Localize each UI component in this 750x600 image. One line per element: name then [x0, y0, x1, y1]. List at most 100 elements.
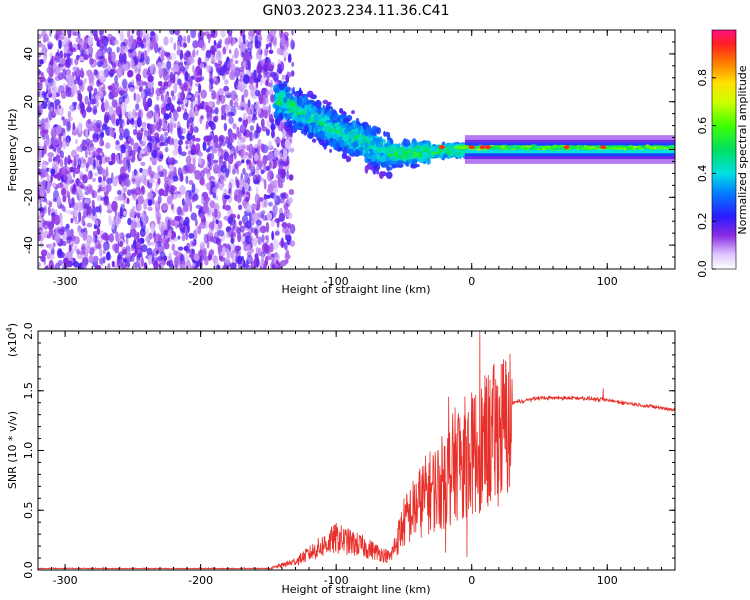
- heat-cell: [171, 243, 176, 252]
- heat-cell: [290, 39, 296, 50]
- heat-cell: [174, 215, 182, 221]
- heat-cell: [364, 142, 369, 149]
- heat-cell: [385, 171, 393, 179]
- heat-cell: [258, 93, 264, 105]
- heat-cell: [275, 205, 278, 215]
- x-tick-label: 0: [468, 275, 475, 288]
- heat-cell: [133, 128, 138, 136]
- heat-cell: [61, 116, 64, 121]
- heat-cell: [223, 122, 228, 132]
- heat-cell: [219, 94, 226, 104]
- heat-cell: [76, 248, 80, 255]
- heat-cell: [268, 161, 272, 169]
- heat-cell: [657, 145, 663, 149]
- heat-cell: [88, 149, 91, 156]
- heat-cell: [189, 57, 195, 64]
- heat-cell: [160, 93, 164, 102]
- heat-cell: [243, 74, 250, 85]
- heat-cell: [176, 121, 181, 129]
- heat-cell: [40, 255, 46, 262]
- heat-cell: [101, 140, 105, 147]
- heat-cell: [78, 181, 85, 187]
- heat-cell: [159, 141, 166, 147]
- heat-cell: [38, 149, 42, 161]
- heat-cell: [52, 147, 57, 152]
- heat-cell: [94, 264, 102, 269]
- heat-cell: [283, 149, 288, 159]
- heat-cell: [199, 212, 205, 219]
- heat-cell: [187, 88, 191, 95]
- heat-cell: [229, 262, 237, 269]
- heat-cell: [96, 147, 103, 154]
- heat-cell: [102, 176, 106, 182]
- heat-cell: [276, 88, 280, 94]
- heat-cell: [623, 148, 627, 151]
- heat-cell: [199, 63, 205, 68]
- heat-cell: [263, 193, 267, 200]
- heat-cell: [265, 90, 270, 95]
- heat-cell: [587, 145, 597, 149]
- heat-cell: [56, 172, 62, 181]
- heat-cell: [362, 149, 366, 154]
- heat-cell: [100, 234, 108, 240]
- heat-cell: [73, 104, 77, 110]
- heat-cell: [271, 230, 274, 241]
- heat-cell: [123, 59, 127, 65]
- heat-cell: [123, 63, 129, 72]
- heat-cell: [248, 145, 256, 156]
- heat-cell: [82, 139, 89, 151]
- heat-cell: [283, 56, 287, 62]
- heat-cell: [52, 182, 57, 188]
- heat-cell: [135, 93, 141, 104]
- heat-cell: [89, 146, 97, 152]
- heat-cell: [250, 104, 254, 112]
- heat-cell: [264, 46, 269, 56]
- heat-cell: [188, 180, 194, 185]
- heat-cell: [364, 165, 369, 174]
- heat-cell: [83, 35, 88, 47]
- heat-cell: [119, 30, 125, 42]
- heat-cell: [276, 67, 283, 74]
- heat-cell: [43, 197, 48, 203]
- heat-cell: [288, 191, 295, 196]
- heat-cell: [268, 201, 273, 207]
- heat-cell: [280, 36, 286, 47]
- heat-cell: [331, 110, 335, 118]
- heat-cell: [169, 71, 174, 82]
- heat-cell: [264, 256, 269, 267]
- heat-cell: [115, 231, 119, 243]
- heat-cell: [490, 147, 497, 150]
- heat-cell: [271, 256, 276, 265]
- heat-cell: [123, 210, 127, 216]
- heat-cell: [248, 35, 255, 41]
- heat-cell: [72, 84, 78, 95]
- heat-cell: [578, 145, 583, 148]
- heat-cell: [48, 93, 53, 98]
- heat-cell: [127, 69, 134, 78]
- heat-cell: [206, 153, 212, 162]
- heat-cell: [111, 220, 116, 230]
- heat-cell: [259, 225, 267, 234]
- heat-cell: [209, 78, 214, 86]
- heat-cell: [262, 108, 270, 119]
- heat-cell: [190, 30, 197, 39]
- heat-cell: [72, 185, 77, 193]
- heat-cell: [198, 151, 203, 157]
- heat-cell: [48, 110, 53, 121]
- heat-cell: [58, 104, 61, 109]
- heat-cell: [245, 264, 252, 269]
- heat-cell: [533, 147, 540, 150]
- heat-cell: [38, 142, 41, 147]
- heat-cell: [84, 148, 88, 159]
- heat-cell: [103, 199, 110, 207]
- heat-cell: [140, 175, 147, 184]
- heat-cell: [117, 253, 122, 260]
- heat-cell: [191, 183, 196, 194]
- heat-cell: [149, 241, 155, 246]
- heat-cell: [232, 54, 236, 60]
- heat-cell: [103, 241, 110, 251]
- heat-cell: [404, 151, 410, 158]
- heat-cell: [202, 204, 210, 214]
- heat-cell: [85, 133, 89, 139]
- heat-cell: [177, 235, 181, 240]
